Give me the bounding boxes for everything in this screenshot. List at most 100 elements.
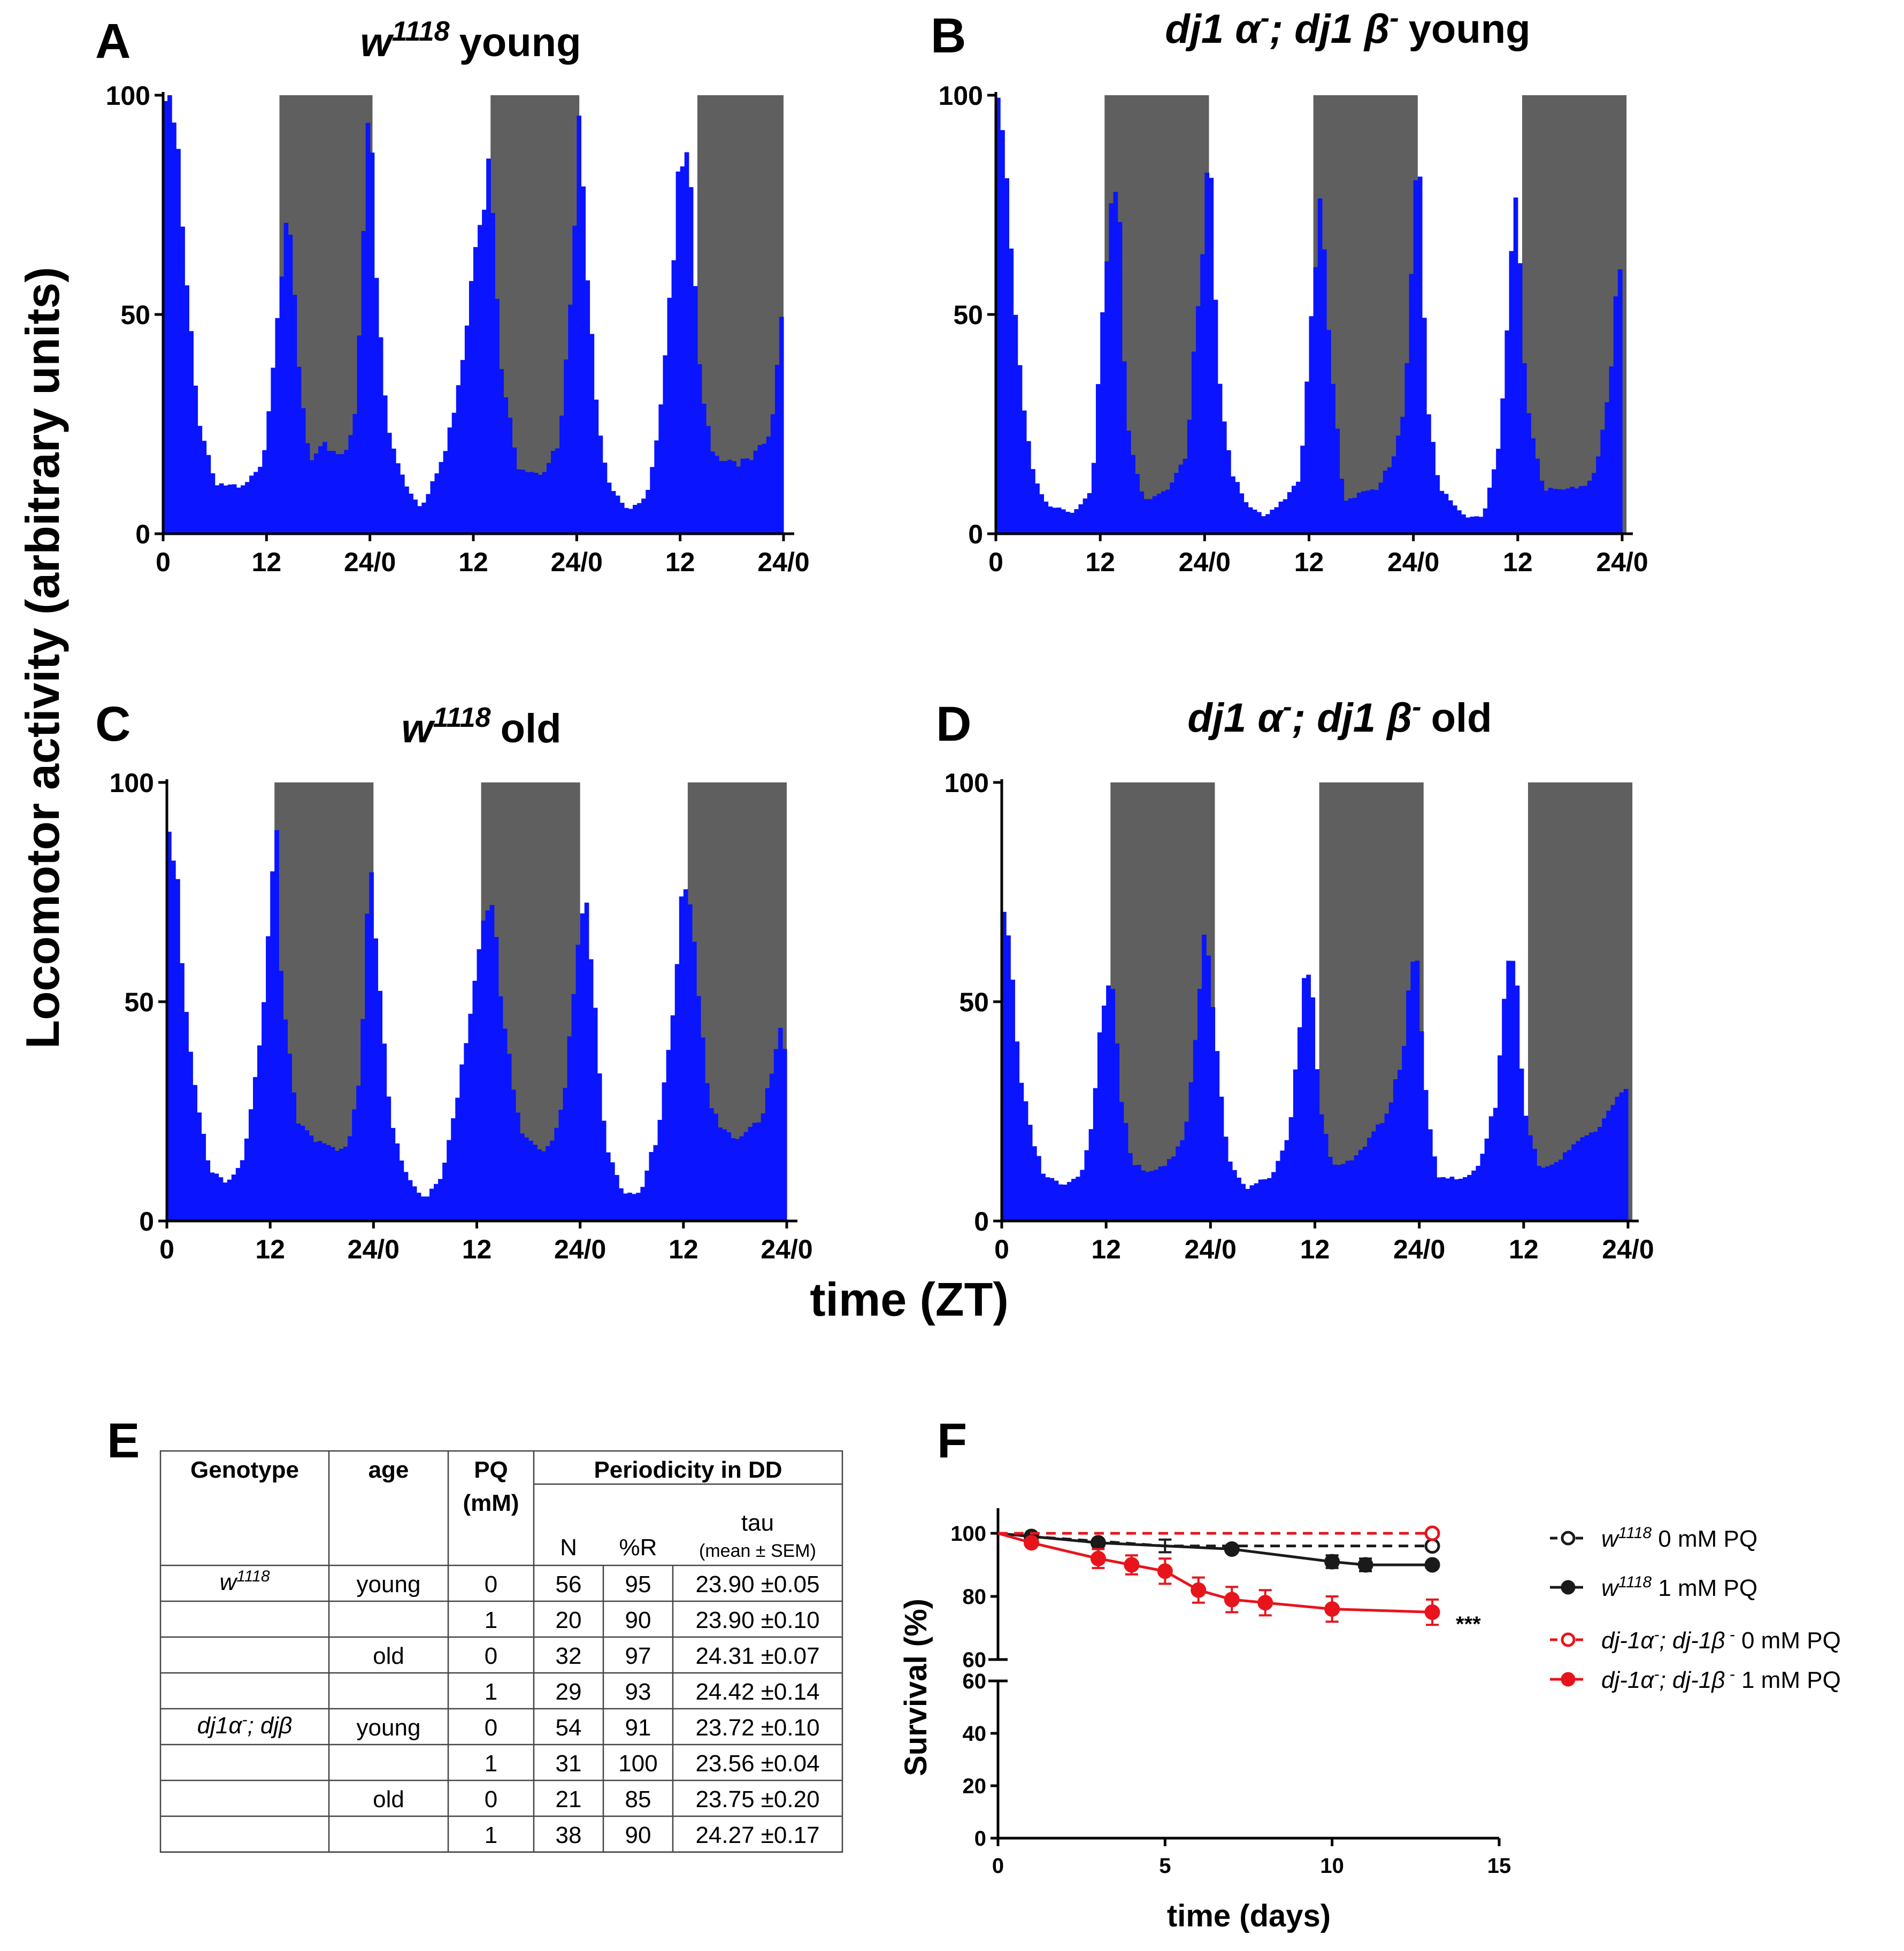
activity-bar-59 (420, 1196, 426, 1221)
activity-bar-103 (606, 482, 612, 534)
activity-bar-120 (1517, 263, 1523, 534)
x-tick-label-1: 12 (1091, 1234, 1121, 1264)
activity-bar-35 (1154, 1170, 1159, 1221)
series-point-1-2 (1090, 1535, 1106, 1551)
activity-bar-26 (1115, 1043, 1120, 1221)
activity-bar-114 (654, 440, 659, 534)
activity-bar-39 (331, 451, 336, 534)
activity-bar-101 (601, 1120, 606, 1221)
cell-tau-1: 23.90 ±0.10 (695, 1607, 819, 1633)
x-tick-label-1: 5 (1159, 1854, 1171, 1878)
activity-bar-41 (1174, 473, 1179, 534)
activity-bar-20 (249, 475, 254, 534)
activity-bar-132 (1576, 1141, 1581, 1221)
activity-bar-26 (1109, 203, 1114, 534)
activity-bar-9 (202, 441, 207, 534)
activity-bar-84 (528, 1140, 533, 1221)
activity-bar-79 (1339, 479, 1345, 534)
y-tick-label-0: 0 (974, 1207, 989, 1236)
y-tick-label-lower-3: 0 (974, 1827, 986, 1850)
x-tick-label-0: 0 (992, 1854, 1004, 1878)
activity-bar-82 (519, 1133, 525, 1221)
activity-bar-113 (653, 1145, 658, 1221)
activity-bar-31 (1137, 1165, 1141, 1221)
series-point-2-1 (1424, 1525, 1440, 1541)
y-tick-label-1: 50 (953, 300, 983, 330)
activity-bar-111 (641, 498, 646, 534)
activity-bar-29 (288, 234, 293, 534)
y-tick-label-0: 0 (968, 519, 983, 549)
activity-bar-63 (1270, 510, 1275, 534)
legend-part-2: 0 mM PQ (1652, 1526, 1757, 1552)
activity-bar-61 (429, 1188, 434, 1221)
activity-bar-30 (1132, 1165, 1137, 1221)
activity-bar-54 (1237, 1177, 1241, 1221)
activity-bar-110 (1474, 516, 1479, 534)
panel-letter-f: F (937, 1414, 967, 1468)
activity-bar-87 (538, 474, 543, 534)
activity-bar-42 (344, 450, 349, 534)
activity-bar-28 (1117, 222, 1123, 534)
activity-bar-6 (1027, 1125, 1033, 1221)
x-tick-label-5: 12 (665, 547, 695, 577)
activity-bar-34 (1143, 499, 1149, 534)
header-pq-unit: (mM) (463, 1490, 519, 1516)
activity-bar-109 (633, 504, 638, 534)
activity-bar-34 (309, 460, 314, 534)
activity-bar-121 (684, 152, 689, 534)
activity-bar-143 (1617, 269, 1623, 534)
activity-bar-36 (1158, 1166, 1163, 1221)
activity-bar-93 (1406, 990, 1411, 1221)
activity-bar-117 (667, 297, 672, 534)
x-tick-label-0: 0 (156, 547, 171, 577)
activity-bar-59 (1258, 1179, 1263, 1221)
activity-bar-125 (705, 1083, 710, 1221)
legend-label-1: w1118 1 mM PQ (1601, 1573, 1757, 1602)
activity-bar-92 (1402, 1046, 1407, 1221)
activity-bar-142 (778, 1027, 783, 1221)
activity-bar-58 (413, 500, 418, 534)
activity-bar-81 (1354, 1155, 1359, 1221)
activity-bar-118 (1515, 985, 1520, 1221)
activity-bar-7 (1026, 441, 1031, 534)
activity-bar-10 (210, 1172, 215, 1221)
activity-bar-26 (279, 971, 283, 1221)
activity-bar-16 (232, 484, 237, 534)
activity-bar-19 (245, 482, 250, 534)
activity-bar-57 (409, 494, 413, 534)
genotype-rest: ; djβ (247, 1712, 292, 1739)
cell-r-0: 95 (625, 1571, 651, 1597)
activity-bar-124 (697, 364, 702, 534)
activity-bar-3 (180, 963, 185, 1221)
activity-bar-96 (1419, 1031, 1424, 1221)
x-tick-label-2: 10 (1320, 1854, 1344, 1878)
series-point-3-5 (1191, 1582, 1207, 1598)
activity-bar-43 (1183, 458, 1188, 534)
activity-bar-19 (1084, 1150, 1089, 1221)
activity-bar-8 (197, 426, 203, 534)
activity-bar-54 (396, 463, 401, 534)
activity-bar-77 (498, 996, 503, 1221)
activity-bar-38 (330, 1147, 335, 1221)
activity-bar-140 (766, 436, 771, 534)
activity-bar-2 (1004, 178, 1009, 534)
activity-bar-73 (481, 920, 486, 1221)
activity-bar-92 (559, 416, 564, 534)
activity-bar-83 (1356, 493, 1362, 534)
activity-bar-81 (1348, 498, 1353, 534)
activity-bar-4 (180, 226, 185, 534)
activity-bar-90 (1393, 1079, 1398, 1221)
activity-bar-5 (1017, 365, 1023, 534)
activity-bar-53 (395, 1143, 400, 1221)
title-part-2: ; dj1 β (1270, 6, 1390, 52)
activity-bar-102 (602, 463, 608, 534)
activity-bar-141 (1615, 1096, 1620, 1221)
x-tick-label-5: 12 (669, 1234, 698, 1264)
activity-bar-79 (1345, 1161, 1350, 1221)
activity-bar-138 (757, 444, 763, 534)
activity-bar-32 (301, 408, 306, 534)
y-tick-label-2: 100 (939, 81, 983, 111)
genotype-main: w (219, 1569, 238, 1595)
series-point-3-3 (1124, 1557, 1140, 1573)
activity-bar-100 (594, 400, 599, 534)
